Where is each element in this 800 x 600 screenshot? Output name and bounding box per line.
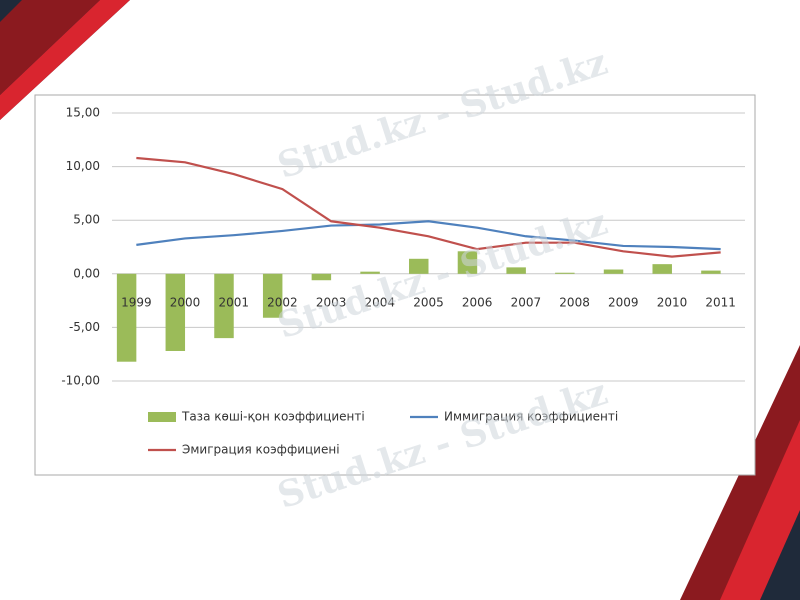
- bar: [116, 273, 137, 362]
- x-tick-label: 2001: [218, 295, 249, 309]
- x-tick-label: 2005: [413, 295, 444, 309]
- bar: [457, 251, 478, 274]
- x-tick-label: 2007: [511, 295, 542, 309]
- bar: [652, 264, 672, 274]
- bar: [360, 271, 380, 274]
- x-tick-label: 2004: [365, 295, 396, 309]
- x-tick-label: 2009: [608, 295, 639, 309]
- legend-label: Иммиграция коэффициенті: [444, 410, 618, 424]
- chart-frame: [34, 94, 756, 476]
- x-tick-label: 2002: [267, 295, 298, 309]
- x-tick-label: 2008: [559, 295, 590, 309]
- bar: [165, 273, 186, 351]
- y-tick-label: -5,00: [69, 320, 100, 334]
- y-tick-label: 0,00: [73, 266, 100, 280]
- x-tick-label: 2011: [705, 295, 736, 309]
- bar: [506, 267, 526, 274]
- x-tick-label: 1999: [121, 295, 152, 309]
- bar: [701, 270, 721, 274]
- corner-decoration: [0, 0, 130, 120]
- y-tick-label: 5,00: [73, 213, 100, 227]
- bar: [409, 258, 429, 274]
- bar: [555, 272, 575, 274]
- legend-label: Таза көші-қон коэффициенті: [181, 410, 365, 424]
- corner-decoration: [760, 510, 800, 600]
- legend-swatch: [148, 412, 176, 422]
- x-tick-label: 2000: [170, 295, 201, 309]
- y-tick-label: 10,00: [66, 159, 100, 173]
- legend-label: Эмиграция коэффициені: [182, 443, 340, 457]
- bar: [603, 269, 624, 274]
- line: [136, 220, 721, 251]
- y-tick-label: 15,00: [66, 106, 100, 120]
- bar: [262, 273, 283, 318]
- bar: [311, 273, 332, 281]
- bar: [214, 273, 234, 339]
- x-tick-label: 2003: [316, 295, 347, 309]
- corner-decoration: [0, 0, 100, 95]
- x-tick-label: 2006: [462, 295, 493, 309]
- x-tick-label: 2010: [657, 295, 688, 309]
- y-tick-label: -10,00: [61, 374, 100, 388]
- line: [136, 156, 721, 258]
